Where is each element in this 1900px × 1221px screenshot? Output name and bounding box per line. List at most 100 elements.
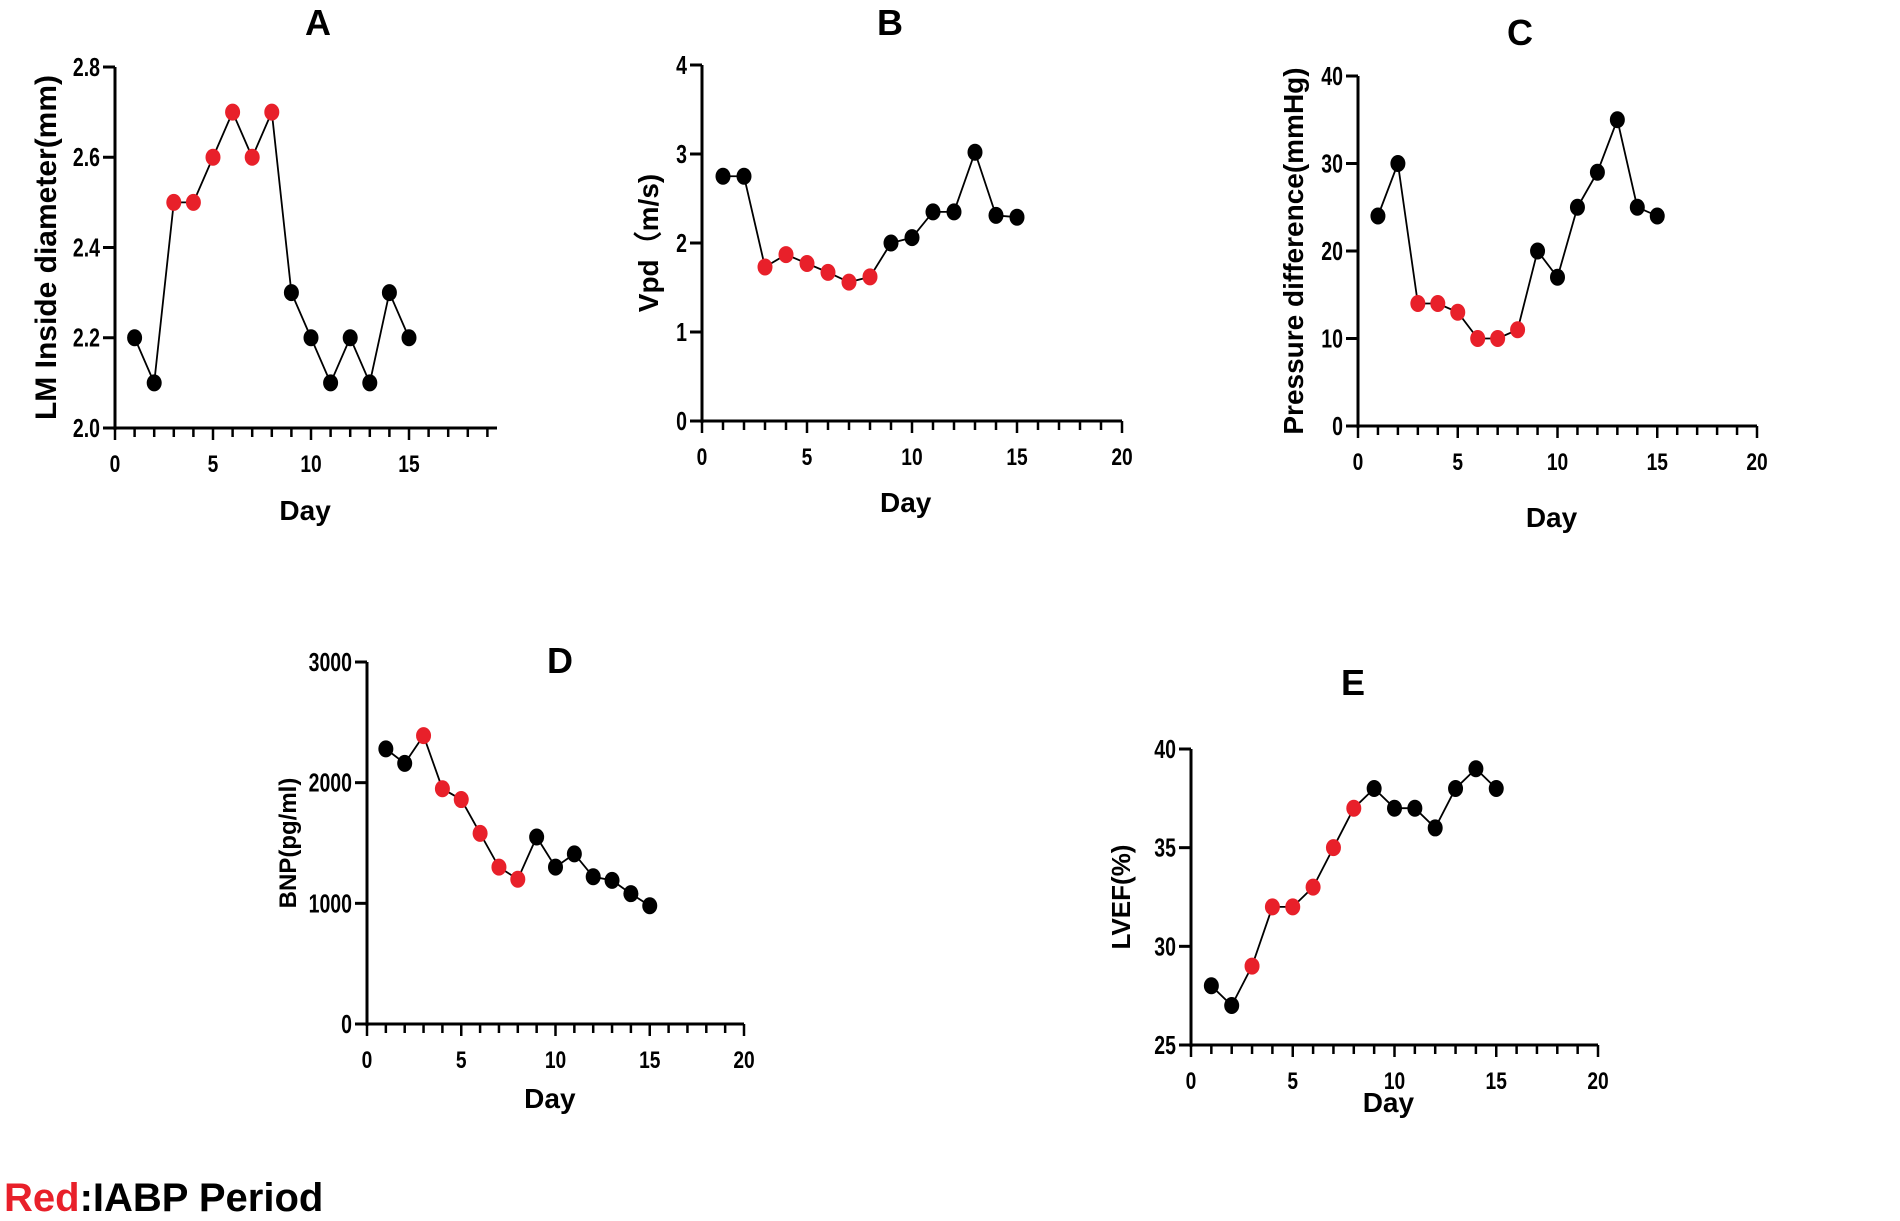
data-point <box>904 229 920 247</box>
y-axis-label: BNP(pg/ml) <box>275 778 302 909</box>
data-point <box>1550 268 1565 286</box>
y-tick-label: 40 <box>1154 734 1176 763</box>
x-axis-label: Day <box>1363 1087 1415 1118</box>
data-point <box>946 203 962 221</box>
data-point-iabp <box>416 727 432 745</box>
x-tick-label: 0 <box>362 1046 373 1074</box>
y-tick-label: 4 <box>676 50 687 79</box>
data-point-iabp <box>225 103 241 121</box>
y-tick-label: 1 <box>676 317 687 346</box>
y-axis-label: LVEF(%) <box>1106 845 1136 950</box>
data-point <box>736 167 752 185</box>
x-tick-label: 15 <box>1006 443 1027 471</box>
data-point-iabp <box>1244 957 1260 975</box>
data-point <box>362 374 378 392</box>
data-point <box>381 284 397 302</box>
data-point <box>1390 155 1406 172</box>
x-tick-label: 10 <box>1547 448 1568 476</box>
x-tick-label: 5 <box>802 443 813 471</box>
data-point <box>883 234 899 252</box>
data-point <box>1589 163 1605 181</box>
y-tick-label: 0 <box>1332 411 1343 440</box>
data-point-iabp <box>1305 878 1321 896</box>
x-tick-label: 0 <box>110 450 121 478</box>
panel-B: B 0 5 10 15 20 0 1 2 3 4 Day Vpd（m/s) <box>632 2 1133 518</box>
data-point-iabp <box>841 273 857 291</box>
panel-A: A 0 5 10 15 2 2.0 2.2 2.4 2.6 2.8 Day LM Inside diam… <box>30 2 513 526</box>
x-axis-label: Day <box>880 487 932 518</box>
data-point <box>529 828 545 846</box>
x-tick-label: 0 <box>697 443 708 471</box>
y-tick-label: 0 <box>341 1009 352 1038</box>
y-tick-label: 0 <box>676 406 687 435</box>
data-point-iabp <box>1450 303 1466 321</box>
data-point <box>1530 242 1546 260</box>
data-point <box>378 740 394 758</box>
x-tick-label: 15 <box>1486 1067 1507 1095</box>
x-tick-label: 20 <box>733 1046 754 1074</box>
data-point-iabp <box>1410 295 1426 312</box>
x-tick-label: 10 <box>300 450 321 478</box>
y-tick-label: 10 <box>1321 324 1343 353</box>
data-point-iabp <box>1325 839 1341 857</box>
data-point <box>323 374 339 392</box>
panel-D: D 0 5 10 15 20 0 1000 2000 3000 Day BNP(pg/ml) <box>275 640 755 1114</box>
data-point <box>988 206 1004 224</box>
data-point-iabp <box>453 791 469 809</box>
data-point <box>1009 208 1025 226</box>
y-tick-label: 1000 <box>309 889 352 918</box>
y-tick-label: 2 <box>676 228 687 257</box>
x-tick-label: 10 <box>901 443 922 471</box>
x-tick-label: 20 <box>1111 443 1132 471</box>
y-tick-label: 2.8 <box>73 52 100 81</box>
x-tick-label: 2 <box>502 450 513 478</box>
data-point <box>1649 207 1665 225</box>
data-point <box>283 284 299 302</box>
x-tick-label: 5 <box>208 450 219 478</box>
data-point-iabp <box>757 258 773 276</box>
y-tick-label: 25 <box>1154 1030 1176 1059</box>
x-tick-label: 10 <box>545 1046 566 1074</box>
x-tick-label: 5 <box>1452 448 1463 476</box>
data-point-iabp <box>1346 799 1362 817</box>
y-tick-label: 2.0 <box>73 413 100 442</box>
data-point <box>967 143 983 161</box>
data-point <box>642 897 658 915</box>
y-tick-label: 2000 <box>309 768 352 797</box>
y-tick-label: 2.2 <box>73 323 100 352</box>
x-tick-label: 20 <box>1746 448 1767 476</box>
data-point-iabp <box>862 268 878 286</box>
y-tick-label: 2.4 <box>73 233 100 262</box>
data-point <box>1488 779 1504 797</box>
data-point-iabp <box>1490 330 1506 347</box>
x-tick-label: 5 <box>1287 1067 1298 1095</box>
data-point-iabp <box>1285 898 1301 916</box>
data-point <box>342 329 358 347</box>
data-point-iabp <box>264 103 280 121</box>
data-point <box>623 885 639 903</box>
y-axis-label: Pressure difference(mmHg) <box>1278 67 1309 434</box>
data-point-iabp <box>205 148 221 166</box>
x-tick-label: 0 <box>1353 448 1364 476</box>
x-tick-label: 15 <box>639 1046 660 1074</box>
data-point <box>1407 799 1423 817</box>
panel-title: C <box>1507 12 1533 53</box>
data-point-iabp <box>491 858 507 876</box>
data-point-iabp <box>472 824 488 842</box>
data-point <box>1448 779 1464 797</box>
y-tick-label: 35 <box>1154 833 1176 862</box>
x-axis-label: Day <box>279 495 331 526</box>
data-point-iabp <box>166 193 182 211</box>
data-point <box>1203 977 1219 995</box>
data-point-iabp <box>434 780 450 798</box>
data-point-iabp <box>185 193 201 211</box>
panel-title: D <box>547 640 573 681</box>
series-line <box>133 108 410 387</box>
data-point <box>401 329 417 347</box>
data-point <box>548 858 563 876</box>
data-point-iabp <box>510 870 526 888</box>
y-axis-label: Vpd（m/s) <box>632 174 664 312</box>
data-point <box>1387 799 1402 817</box>
legend: Red:IABP Period <box>4 1176 323 1221</box>
legend-red-label: Red <box>4 1176 80 1220</box>
